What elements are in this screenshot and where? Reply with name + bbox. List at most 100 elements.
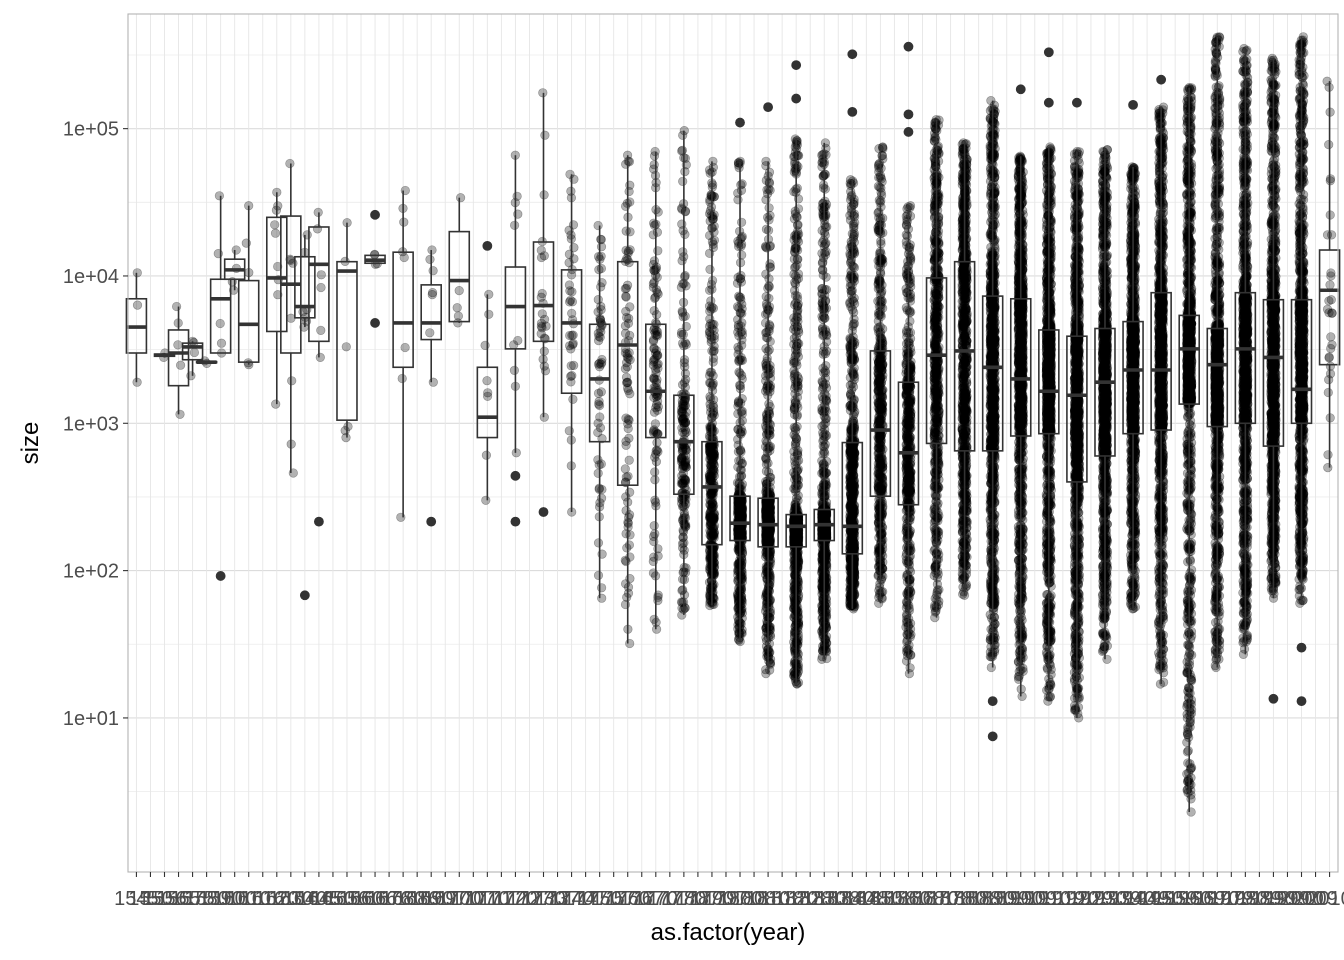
data-point xyxy=(735,607,744,616)
data-point xyxy=(650,152,659,161)
data-point xyxy=(595,397,604,406)
data-point xyxy=(654,545,663,554)
data-point xyxy=(678,177,687,186)
data-point xyxy=(846,511,855,520)
data-point xyxy=(681,207,690,216)
data-point xyxy=(651,355,660,364)
data-point xyxy=(735,559,744,568)
data-point xyxy=(510,366,519,375)
data-point xyxy=(762,455,771,464)
data-point xyxy=(849,367,858,376)
data-point xyxy=(624,354,633,363)
data-point xyxy=(453,303,462,312)
data-point xyxy=(678,456,687,465)
data-point xyxy=(763,357,772,366)
data-point xyxy=(706,368,715,377)
data-point xyxy=(650,521,659,530)
data-point xyxy=(286,159,295,168)
data-point xyxy=(510,221,519,230)
data-point xyxy=(133,301,142,310)
data-point xyxy=(621,160,630,169)
data-point xyxy=(765,275,774,284)
data-point xyxy=(429,266,438,275)
data-point xyxy=(822,273,831,282)
data-point xyxy=(706,434,715,443)
data-point xyxy=(794,613,803,622)
data-point xyxy=(650,257,659,266)
data-point xyxy=(622,227,631,236)
data-point xyxy=(849,453,858,462)
data-point xyxy=(849,444,858,453)
data-point xyxy=(762,161,771,170)
data-point xyxy=(735,345,744,354)
data-point xyxy=(217,339,226,348)
data-point xyxy=(176,361,185,370)
data-point xyxy=(679,469,688,478)
data-point xyxy=(426,329,435,338)
data-point xyxy=(709,354,718,363)
data-point xyxy=(766,515,775,524)
data-point xyxy=(625,187,634,196)
data-point xyxy=(652,400,661,409)
data-point xyxy=(709,403,718,412)
data-point xyxy=(850,375,859,384)
data-point xyxy=(654,247,663,256)
data-point xyxy=(790,628,799,637)
data-point xyxy=(710,346,719,355)
data-point xyxy=(565,281,574,290)
data-point xyxy=(626,574,635,583)
data-point xyxy=(566,372,575,381)
data-point xyxy=(174,341,183,350)
data-point xyxy=(428,288,437,297)
data-point xyxy=(850,198,859,207)
data-point xyxy=(482,451,491,460)
data-point xyxy=(594,221,603,230)
data-point xyxy=(537,246,546,255)
data-point xyxy=(847,533,856,542)
data-point xyxy=(429,378,438,387)
data-point xyxy=(765,501,774,510)
data-point xyxy=(650,468,659,477)
data-point xyxy=(597,584,606,593)
data-point xyxy=(597,388,606,397)
data-point xyxy=(540,347,549,356)
data-point xyxy=(819,437,828,446)
data-point xyxy=(707,587,716,596)
data-point xyxy=(737,595,746,604)
data-point xyxy=(790,647,799,656)
data-point xyxy=(707,422,716,431)
data-point xyxy=(735,628,744,637)
data-point xyxy=(850,355,859,364)
data-point xyxy=(623,362,632,371)
data-point xyxy=(766,623,775,632)
data-point xyxy=(790,366,799,375)
data-point xyxy=(762,634,771,643)
data-point xyxy=(594,469,603,478)
data-point xyxy=(710,523,719,532)
data-point xyxy=(818,378,827,387)
data-point xyxy=(649,337,658,346)
data-point xyxy=(483,376,492,385)
data-point xyxy=(791,207,800,216)
data-point xyxy=(794,378,803,387)
data-point xyxy=(567,345,576,354)
data-point xyxy=(737,218,746,227)
data-point xyxy=(650,326,659,335)
data-point xyxy=(316,353,325,362)
data-point xyxy=(850,250,859,259)
data-point xyxy=(625,456,634,465)
data-point xyxy=(791,318,800,327)
data-point xyxy=(734,511,743,520)
data-point xyxy=(287,314,296,323)
data-point xyxy=(734,399,743,408)
data-point xyxy=(625,541,634,550)
data-point xyxy=(270,221,279,230)
data-point xyxy=(709,467,718,476)
data-point xyxy=(706,169,715,178)
data-point xyxy=(734,239,743,248)
data-point xyxy=(737,407,746,416)
data-point xyxy=(710,511,719,520)
data-point xyxy=(133,269,142,278)
data-point xyxy=(681,514,690,523)
